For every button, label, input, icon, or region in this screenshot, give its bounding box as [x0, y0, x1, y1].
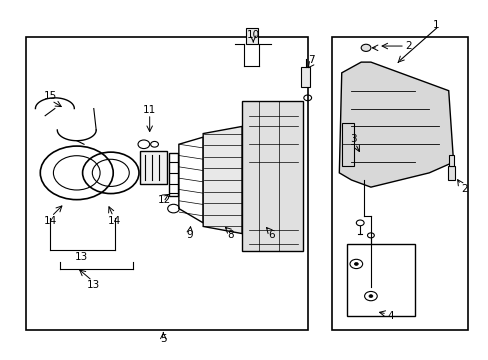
Text: 2: 2	[460, 184, 467, 194]
Bar	[26, 37, 307, 330]
Bar	[447, 166, 454, 180]
Bar	[245, 28, 257, 44]
Text: 15: 15	[43, 91, 57, 101]
Text: 5: 5	[160, 334, 166, 344]
Text: 7: 7	[307, 55, 314, 65]
Text: 4: 4	[386, 311, 393, 321]
Circle shape	[361, 44, 370, 51]
Circle shape	[354, 262, 358, 265]
Bar	[331, 37, 467, 330]
Bar	[169, 153, 178, 196]
Polygon shape	[203, 126, 242, 234]
Text: 11: 11	[143, 105, 156, 115]
Text: 13: 13	[75, 252, 88, 262]
Text: 13: 13	[87, 280, 100, 291]
Bar	[346, 244, 414, 316]
Text: 2: 2	[405, 41, 411, 51]
Bar	[140, 152, 166, 184]
Bar	[301, 67, 309, 87]
Text: 14: 14	[108, 216, 121, 226]
Bar	[341, 123, 353, 166]
Text: 9: 9	[186, 230, 193, 240]
Polygon shape	[242, 102, 302, 251]
Polygon shape	[339, 62, 453, 187]
Text: 12: 12	[157, 195, 170, 204]
Text: 8: 8	[227, 230, 234, 240]
Text: 10: 10	[246, 30, 259, 40]
Text: 1: 1	[432, 19, 439, 30]
Bar	[448, 155, 453, 166]
Circle shape	[368, 295, 372, 297]
Text: 14: 14	[43, 216, 57, 226]
Text: 6: 6	[267, 230, 274, 240]
Text: 3: 3	[350, 134, 356, 144]
